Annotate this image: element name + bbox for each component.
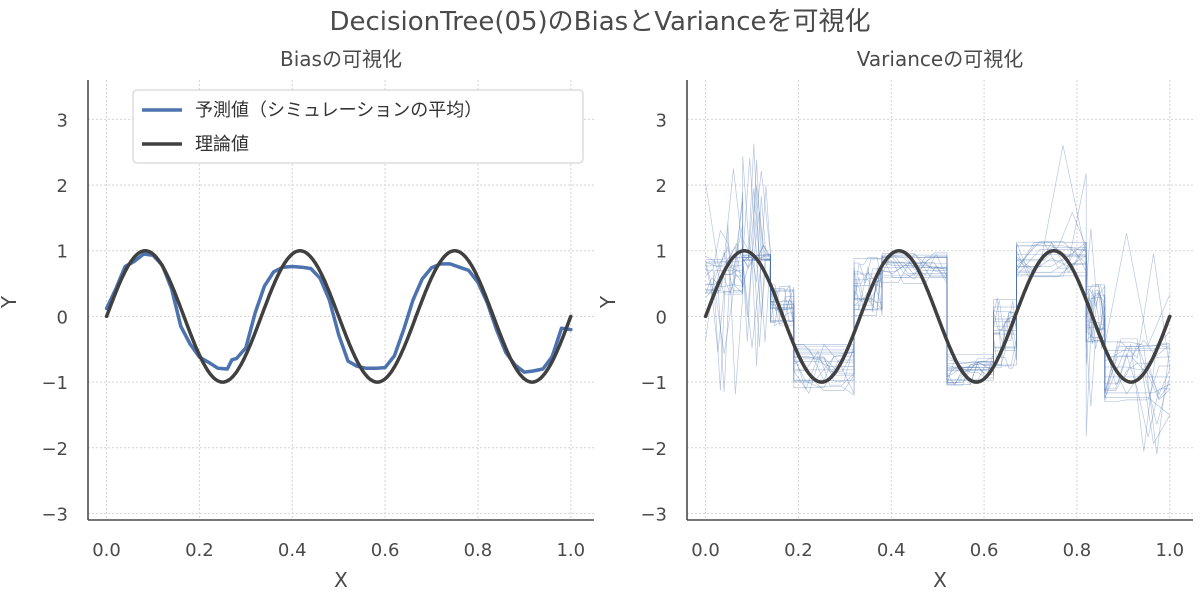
variance-xtick-label: 0.0 xyxy=(691,540,720,561)
variance-ytick-label: −2 xyxy=(640,439,667,460)
variance-ytick-label: 2 xyxy=(656,176,667,197)
bias-ytick-label: 2 xyxy=(57,176,68,197)
legend-frame xyxy=(132,89,584,164)
bias-y-label: Y xyxy=(0,295,21,309)
simulation-line xyxy=(705,168,1170,391)
simulation-line xyxy=(705,211,1170,438)
variance-series xyxy=(703,143,1172,455)
simulation-line xyxy=(705,156,1171,396)
bias-xtick-label: 0.4 xyxy=(278,540,307,561)
variance-chart: Varianceの可視化 0.0 0.2 0.4 0.6 0.8 1.0 −3 −2 −1 0 1 2… xyxy=(596,47,1193,592)
variance-ytick-label: −1 xyxy=(640,373,667,394)
simulation-line xyxy=(705,145,1171,416)
bias-x-label: X xyxy=(334,568,348,592)
variance-ytick-label: −3 xyxy=(640,504,667,525)
variance-x-label: X xyxy=(933,568,947,592)
simulation-line xyxy=(705,170,1170,394)
simulation-line xyxy=(705,188,1170,452)
bias-ytick-label: −2 xyxy=(41,439,68,460)
variance-xtick-label: 0.6 xyxy=(970,540,999,561)
simulation-line xyxy=(705,242,1170,394)
figure-suptitle: DecisionTree(05)のBiasとVarianceを可視化 xyxy=(329,7,870,37)
theory-line xyxy=(703,248,1172,384)
variance-ytick-label: 0 xyxy=(656,307,667,328)
variance-xtick-label: 0.4 xyxy=(877,540,906,561)
theory-line xyxy=(104,248,573,384)
simulation-line xyxy=(705,195,1170,403)
variance-chart-title: Varianceの可視化 xyxy=(857,47,1023,71)
bias-ticks: 0.0 0.2 0.4 0.6 0.8 1.0 −3 −2 −1 0 1 2 3 xyxy=(41,110,585,561)
simulation-line xyxy=(705,157,1171,400)
variance-ticks: 0.0 0.2 0.4 0.6 0.8 1.0 −3 −2 −1 0 1 2 3 xyxy=(640,110,1184,561)
legend-theory-label: 理論値 xyxy=(195,134,249,155)
bias-ytick-label: 3 xyxy=(57,110,68,131)
bias-ytick-label: −3 xyxy=(41,504,68,525)
variance-ytick-label: 3 xyxy=(656,110,667,131)
variance-ytick-label: 1 xyxy=(656,242,667,263)
bias-xtick-label: 0.8 xyxy=(464,540,493,561)
bias-xtick-label: 0.2 xyxy=(185,540,214,561)
simulation-line xyxy=(705,173,1170,399)
bias-xtick-label: 0.0 xyxy=(92,540,121,561)
bias-series xyxy=(104,248,573,384)
bias-ytick-label: 0 xyxy=(57,307,68,328)
bias-xtick-label: 1.0 xyxy=(556,540,585,561)
bias-xtick-label: 0.6 xyxy=(371,540,400,561)
variance-xtick-label: 0.8 xyxy=(1063,540,1092,561)
bias-ytick-label: −1 xyxy=(41,373,68,394)
bias-ytick-label: 1 xyxy=(57,242,68,263)
variance-grid xyxy=(687,80,1193,520)
simulation-line xyxy=(705,183,1171,378)
simulation-line xyxy=(705,211,1171,401)
simulation-line xyxy=(705,242,1170,376)
bias-chart-title: Biasの可視化 xyxy=(280,47,402,71)
simulation-line xyxy=(705,245,1171,385)
simulation-line xyxy=(705,241,1171,395)
legend-prediction-label: 予測値（シミュレーションの平均） xyxy=(195,100,482,121)
variance-xtick-label: 1.0 xyxy=(1155,540,1184,561)
variance-xtick-label: 0.2 xyxy=(784,540,813,561)
bias-legend: 予測値（シミュレーションの平均） 理論値 xyxy=(132,89,584,164)
simulation-line xyxy=(705,252,1170,391)
variance-y-label: Y xyxy=(596,295,620,309)
